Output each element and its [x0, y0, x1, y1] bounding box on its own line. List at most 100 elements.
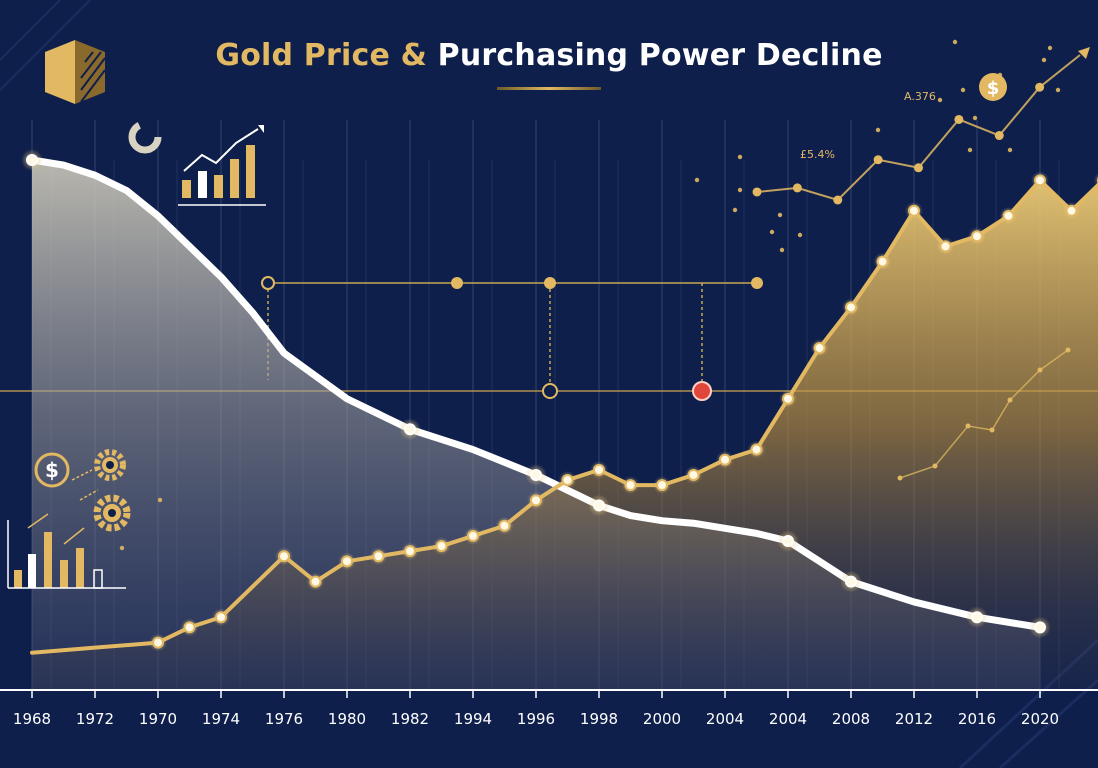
donut-icon [128, 120, 162, 154]
secondary-trend-point [932, 463, 938, 469]
gold-price-point [908, 204, 920, 217]
title-part-white: Purchasing Power Decline [437, 38, 883, 73]
gold-price-point [530, 494, 542, 507]
upper-trend-point [994, 131, 1004, 141]
gold-price-point [719, 453, 731, 466]
upper-trend-point [954, 114, 964, 124]
x-tick-label: 2008 [832, 710, 870, 728]
x-tick-label: 1968 [13, 710, 51, 728]
sparkles [119, 39, 1061, 551]
sparkle [157, 497, 163, 503]
trend-arrowhead [1078, 47, 1090, 59]
gold-price-point [876, 255, 889, 268]
secondary-trend-point [897, 475, 903, 481]
secondary-trend-point [965, 423, 971, 429]
series-layer [21, 47, 1098, 690]
gold-price-point [309, 575, 322, 588]
sparkle [1055, 87, 1061, 93]
upper-trend-point [752, 187, 762, 197]
purchasing-power-point [782, 535, 794, 547]
sparkle [960, 87, 966, 93]
sparkle [972, 115, 978, 121]
secondary-trend-point [1007, 397, 1013, 403]
gold-price-point [498, 519, 511, 532]
gold-price-point [152, 636, 164, 649]
purchasing-power-point [593, 499, 605, 512]
svg-text:$: $ [987, 78, 1000, 99]
purchasing-power-point [1034, 621, 1046, 634]
sparkle [797, 232, 803, 238]
sparkle [737, 187, 743, 193]
x-tick-label: 1996 [517, 710, 555, 728]
gold-price-point [782, 392, 794, 405]
upper-trend-point [792, 183, 802, 193]
secondary-trend-point [989, 427, 995, 433]
bar-growth-icon [178, 125, 266, 206]
x-tick-label: 2016 [958, 710, 996, 728]
gold-price-point [467, 529, 479, 542]
sparkle [1047, 45, 1053, 51]
gear-icon [94, 449, 126, 481]
sparkle [769, 229, 775, 235]
chart-title: Gold Price & Purchasing Power Decline [0, 38, 1098, 73]
x-tick-label: 1994 [454, 710, 492, 728]
purchasing-power-line [28, 156, 1044, 631]
gold-price-point [971, 230, 983, 243]
title-part-gold: Gold Price & [215, 38, 428, 73]
gear-icon [93, 494, 131, 532]
bracket-lines [261, 276, 763, 401]
annotation-percent: £5.4% [800, 148, 835, 161]
upper-trend-point [873, 155, 883, 165]
gold-price-point [845, 301, 857, 314]
gold-price-point [624, 479, 637, 492]
gold-price-point [435, 540, 448, 553]
gold-price-point [372, 550, 385, 563]
purchasing-power-point [845, 575, 857, 588]
gold-price-point [1034, 174, 1046, 187]
x-ticks: 1968 1972 1970 1974 1976 1980 1982 1994 1996 1998… [13, 690, 1059, 728]
sparkle [777, 212, 783, 218]
gold-price-point [813, 341, 826, 354]
x-tick-label: 2004 [769, 710, 807, 728]
x-tick-label: 1998 [580, 710, 618, 728]
sparkle [967, 147, 973, 153]
gold-price-point [215, 611, 227, 624]
purchasing-power-point [971, 611, 983, 624]
purchasing-power-point [404, 423, 416, 436]
x-tick-label: 1974 [202, 710, 240, 728]
gold-price-point [183, 621, 196, 634]
gold-price-point [404, 545, 416, 558]
gold-price-point [341, 555, 353, 568]
sparkle [779, 247, 785, 253]
upper-trend-point [1035, 82, 1045, 92]
highlight-marker [692, 381, 712, 401]
purchasing-power-point [26, 154, 38, 166]
upper-trend-point [833, 195, 843, 205]
gold-price-point [1002, 209, 1015, 222]
x-tick-label: 1980 [328, 710, 366, 728]
title-underline [497, 87, 601, 90]
annotation-a376: A.376 [904, 90, 936, 103]
gold-price-point [1065, 204, 1078, 217]
sparkle [1041, 57, 1047, 63]
gold-price-point [656, 479, 668, 492]
sparkle [694, 177, 700, 183]
logo-mark-icon [45, 40, 106, 104]
svg-text:$: $ [45, 458, 59, 482]
sparkle [732, 207, 738, 213]
secondary-trend-point [1065, 347, 1071, 353]
secondary-trend-point [1037, 367, 1043, 373]
gold-price-point [939, 240, 952, 253]
gold-price-point [593, 463, 605, 476]
sparkle [875, 127, 881, 133]
x-tick-label: 1972 [76, 710, 114, 728]
gold-price-point [278, 550, 290, 563]
gold-price-point [687, 468, 700, 481]
purchasing-power-point [530, 468, 542, 481]
dollar-coin-icon: $ [34, 452, 70, 488]
sparkle [737, 154, 743, 160]
sparkle [1007, 147, 1013, 153]
exchange-arrows [71, 469, 99, 501]
